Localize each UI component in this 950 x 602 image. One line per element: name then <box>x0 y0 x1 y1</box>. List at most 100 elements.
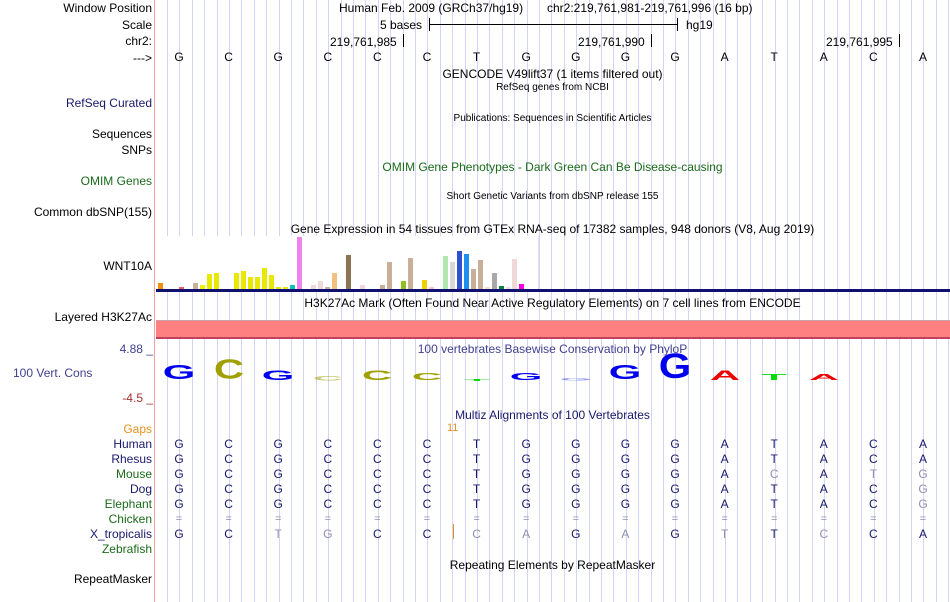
gtex-bar[interactable] <box>464 254 469 289</box>
species-label[interactable]: Elephant <box>104 497 152 511</box>
omim-track-label[interactable]: OMIM Genes <box>80 174 152 188</box>
gtex-bar[interactable] <box>450 262 455 289</box>
gtex-bar[interactable] <box>214 273 219 289</box>
gtex-bar[interactable] <box>207 274 212 289</box>
aligned-base: G <box>670 452 680 466</box>
gtex-bar[interactable] <box>241 271 246 289</box>
species-label[interactable]: Chicken <box>108 512 152 526</box>
gtex-bar[interactable] <box>360 285 365 289</box>
gtex-bar[interactable] <box>318 281 323 289</box>
aligned-base: C <box>769 467 779 481</box>
aligned-base: G <box>571 452 581 466</box>
gtex-bar[interactable] <box>255 277 260 289</box>
gtex-bar[interactable] <box>234 273 239 289</box>
gtex-bar[interactable] <box>276 287 281 289</box>
grid-line <box>799 0 800 602</box>
gtex-bar[interactable] <box>499 286 504 289</box>
grid-line <box>489 0 490 602</box>
grid-line <box>217 0 218 602</box>
gtex-bar[interactable] <box>408 258 413 289</box>
gtex-bar[interactable] <box>387 262 392 289</box>
gtex-bar[interactable] <box>429 287 434 289</box>
h3k27ac-track-label[interactable]: Layered H3K27Ac <box>54 310 152 324</box>
h3k27ac-bottom-edge <box>156 337 950 339</box>
h3k27ac-signal[interactable] <box>156 321 950 337</box>
gtex-bar[interactable] <box>262 268 267 289</box>
cons-logo-letter: A <box>709 367 740 383</box>
scale-bar-right-tick <box>677 18 678 31</box>
aligned-base: A <box>621 527 630 541</box>
species-label[interactable]: Mouse <box>115 467 152 481</box>
aligned-base: A <box>720 452 729 466</box>
gtex-bar[interactable] <box>492 273 497 289</box>
repeatmasker-track-label[interactable]: RepeatMasker <box>73 572 152 586</box>
aligned-base: A <box>819 467 828 481</box>
cons-track-title: 100 vertebrates Basewise Conservation by… <box>417 342 688 356</box>
aligned-base: = <box>820 513 828 525</box>
gtex-bar[interactable] <box>311 285 316 289</box>
cons-logo-letter: G <box>509 371 543 383</box>
window-position[interactable]: chr2:219,761,981-219,761,996 (16 bp) <box>547 1 753 15</box>
gtex-bar[interactable] <box>193 283 198 289</box>
aligned-base: C <box>323 482 333 496</box>
sequences-track-label[interactable]: Sequences <box>91 127 152 141</box>
gtex-bar[interactable] <box>519 284 524 289</box>
aligned-base: = <box>522 513 530 525</box>
cons-logo-letter: T <box>463 378 490 382</box>
grid-line <box>502 0 503 602</box>
gtex-bar[interactable] <box>248 277 253 289</box>
gtex-bar[interactable] <box>332 273 337 289</box>
gtex-bar[interactable] <box>457 251 462 289</box>
grid-line <box>378 0 379 602</box>
gtex-bar[interactable] <box>401 281 406 289</box>
grid-line <box>911 0 912 602</box>
aligned-base: = <box>770 513 778 525</box>
gtex-bar[interactable] <box>512 259 517 289</box>
species-label[interactable]: Rhesus <box>111 452 152 466</box>
scale-text: 5 bases <box>380 18 423 32</box>
gtex-bar[interactable] <box>471 269 476 289</box>
gtex-bar[interactable] <box>422 280 427 289</box>
grid-line <box>415 0 416 602</box>
species-label[interactable]: Zebrafish <box>101 542 152 556</box>
grid-line <box>365 0 366 602</box>
dbsnp-track-label[interactable]: Common dbSNP(155) <box>33 205 152 219</box>
gtex-bar[interactable] <box>290 285 295 289</box>
gtex-bar[interactable] <box>443 256 448 289</box>
gtex-bar[interactable] <box>283 287 288 289</box>
aligned-base: G <box>620 497 631 511</box>
cons-track-label[interactable]: 100 Vert. Cons <box>13 366 93 380</box>
gtex-bar[interactable] <box>200 285 205 289</box>
refseq-track-label[interactable]: RefSeq Curated <box>65 96 152 110</box>
grid-line <box>923 0 924 602</box>
aligned-base: T <box>472 437 481 451</box>
cons-axis-max: 4.88 _ <box>119 342 153 356</box>
species-label[interactable]: Human <box>113 437 152 451</box>
cons-logo-letter: G <box>261 367 295 383</box>
gtex-bar[interactable] <box>325 287 330 289</box>
grid-line <box>427 0 428 602</box>
species-label[interactable]: X_tropicalis <box>89 527 152 541</box>
snps-track-label[interactable]: SNPs <box>121 143 152 157</box>
gtex-bar[interactable] <box>269 275 274 289</box>
species-label[interactable]: Dog <box>129 482 152 496</box>
gtex-bar[interactable] <box>506 287 511 289</box>
aligned-base: C <box>373 452 382 466</box>
gtex-bar[interactable] <box>158 283 163 289</box>
gencode-track-title[interactable]: GENCODE V49lift37 (1 items filtered out) <box>442 67 663 81</box>
gaps-label[interactable]: Gaps <box>123 422 152 436</box>
aligned-base: G <box>521 482 531 496</box>
gtex-bar[interactable] <box>380 285 385 289</box>
gtex-bar[interactable] <box>179 287 184 289</box>
gtex-bar[interactable] <box>297 237 302 289</box>
gtex-bar[interactable] <box>346 255 351 289</box>
base: C <box>869 50 878 64</box>
gtex-bar[interactable] <box>485 287 490 289</box>
gtex-bar[interactable] <box>478 260 483 289</box>
aligned-base: A <box>918 437 927 451</box>
aligned-base: G <box>521 497 531 511</box>
gtex-track-label[interactable]: WNT10A <box>103 259 152 273</box>
grid-line <box>874 0 875 602</box>
cons-logo-letter: T <box>761 372 787 383</box>
cons-logo-letter: G <box>609 360 642 384</box>
